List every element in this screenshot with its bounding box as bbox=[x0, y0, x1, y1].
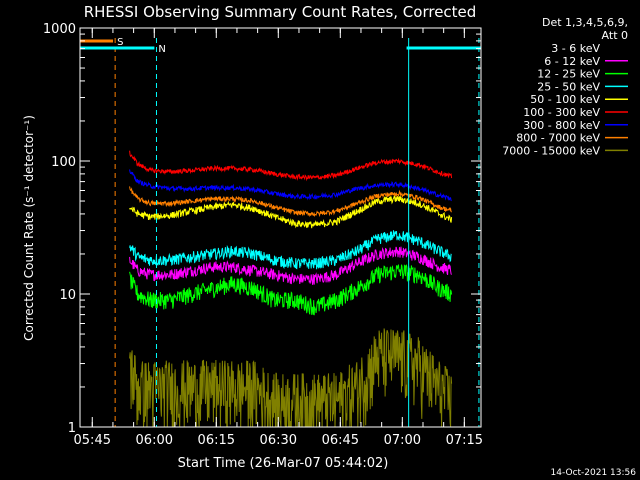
chart-title: RHESSI Observing Summary Count Rates, Co… bbox=[84, 3, 477, 21]
legend-label: 25 - 50 keV bbox=[537, 80, 600, 93]
legend-label: 6 - 12 keV bbox=[544, 55, 600, 68]
x-tick-label: 07:00 bbox=[384, 433, 421, 448]
flag-label: S bbox=[117, 37, 123, 48]
series-line bbox=[129, 264, 453, 316]
y-tick-label: 10 bbox=[59, 288, 76, 303]
legend-label: 3 - 6 keV bbox=[551, 42, 600, 55]
legend-label: 50 - 100 keV bbox=[530, 93, 600, 106]
x-tick-label: 06:30 bbox=[260, 433, 297, 448]
x-tick-label: 06:15 bbox=[198, 433, 235, 448]
legend-label: 12 - 25 keV bbox=[537, 68, 600, 81]
legend-header-line-1: Det 1,3,4,5,6,9, bbox=[542, 16, 628, 29]
legend-label: 300 - 800 keV bbox=[523, 119, 600, 132]
plot-frame bbox=[79, 27, 482, 428]
marker-layer: SN bbox=[79, 37, 481, 427]
legend-header-line-2: Att 0 bbox=[602, 29, 628, 42]
x-axis-label: Start Time (26-Mar-07 05:44:02) bbox=[178, 456, 389, 471]
x-tick-label: 06:00 bbox=[136, 433, 173, 448]
legend-label: 100 - 300 keV bbox=[523, 106, 600, 119]
y-tick-label: 100 bbox=[51, 155, 76, 170]
series-line bbox=[129, 230, 452, 270]
x-tick-label: 05:45 bbox=[74, 433, 111, 448]
series-layer bbox=[129, 150, 453, 427]
series-line bbox=[129, 274, 453, 372]
legend-label: 800 - 7000 keV bbox=[516, 132, 600, 145]
footer-timestamp: 14-Oct-2021 13:56 bbox=[551, 468, 637, 478]
series-line bbox=[129, 328, 453, 427]
flag-label: N bbox=[158, 44, 165, 55]
y-tick-label: 1000 bbox=[43, 22, 76, 37]
y-tick-label: 1 bbox=[68, 421, 76, 436]
series-line bbox=[129, 169, 452, 202]
series-line bbox=[129, 246, 452, 285]
series-line bbox=[129, 150, 453, 182]
axis-layer: 05:45 06:00 06:15 06:30 06:45 07:00 07:15 1 10 10… bbox=[43, 22, 483, 448]
x-tick-label: 06:45 bbox=[322, 433, 359, 448]
x-tick-label: 07:15 bbox=[446, 433, 483, 448]
series-line bbox=[129, 186, 452, 218]
series-line bbox=[129, 194, 453, 229]
legend-label: 7000 - 15000 keV bbox=[502, 144, 600, 157]
y-axis-label: Corrected Count Rate (s⁻¹ detector⁻¹) bbox=[22, 115, 36, 341]
